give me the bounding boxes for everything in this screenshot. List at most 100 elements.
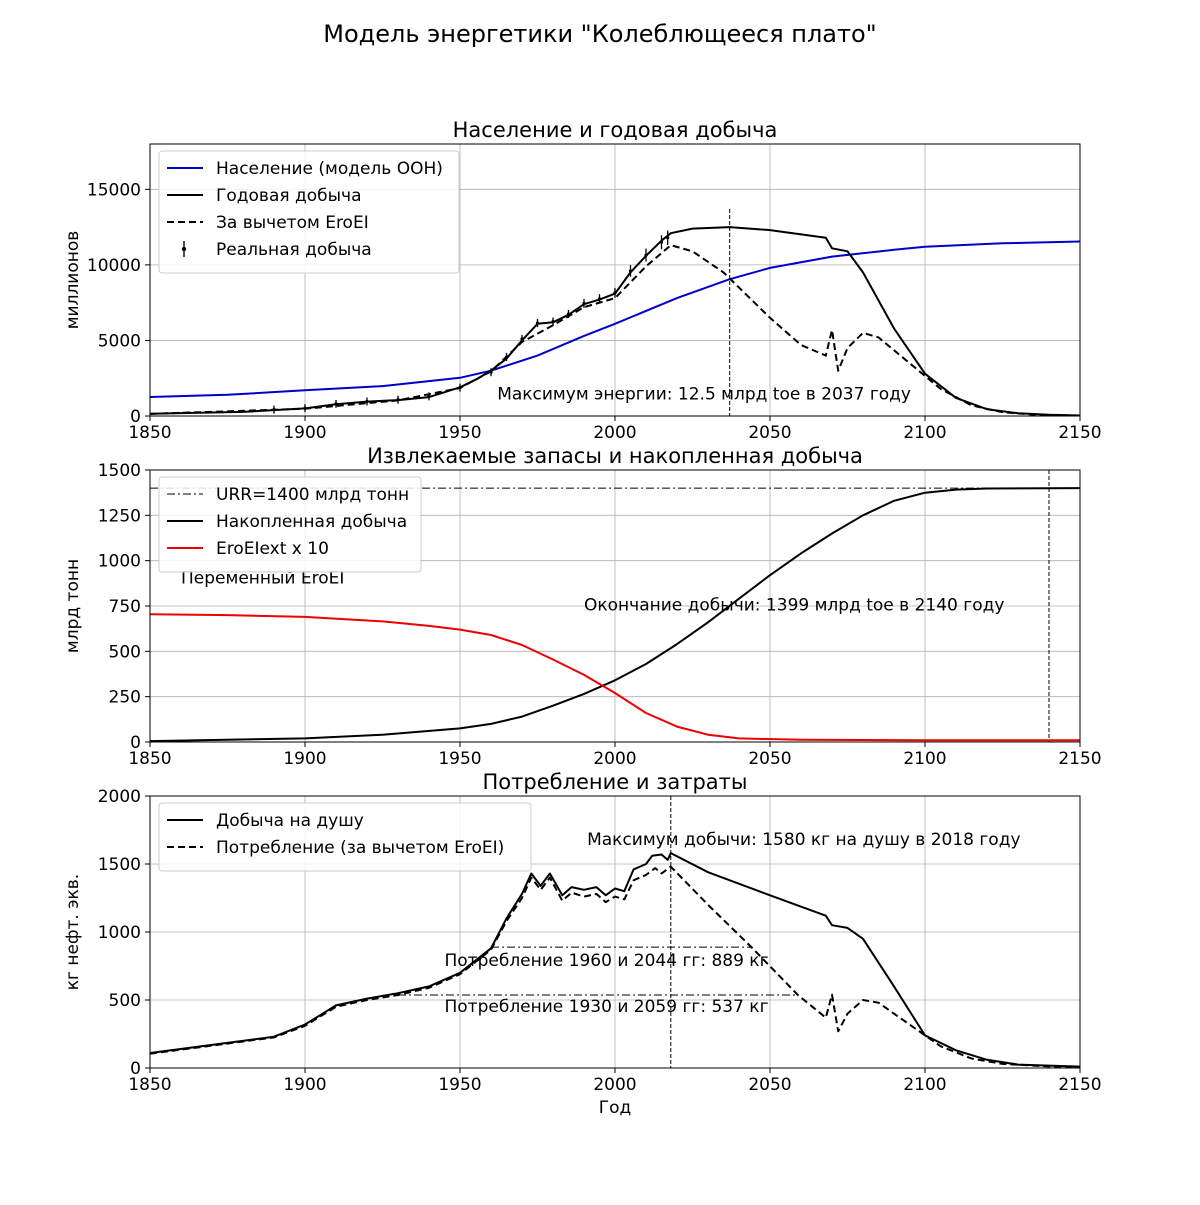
y-tick-label: 1000	[98, 923, 141, 943]
series-население-модель-оон-	[150, 240, 1080, 398]
y-tick-label: 0	[130, 407, 141, 427]
data-point	[427, 394, 431, 398]
annotation: Переменный EroEI	[181, 568, 344, 588]
x-tick-label: 2150	[1058, 1075, 1101, 1095]
legend-label: Накопленная добыча	[216, 512, 407, 532]
data-point	[659, 240, 664, 244]
legend-label: EroEIext x 10	[216, 539, 329, 559]
y-tick-label: 500	[109, 642, 141, 662]
y-tick-label: 5000	[98, 331, 141, 351]
x-tick-label: 2050	[748, 1075, 791, 1095]
annotation: Потребление 1960 и 2044 гг: 889 кг	[445, 951, 769, 971]
y-tick-label: 1250	[98, 506, 141, 526]
series-за-вычетом-eroei	[150, 244, 1080, 416]
annotation: Максимум добычи: 1580 кг на душу в 2018 …	[587, 830, 1020, 850]
series-добыча-на-душу	[150, 852, 1080, 1068]
data-point	[272, 408, 276, 412]
data-point	[489, 370, 493, 374]
axes-title: Потребление и затраты	[483, 770, 748, 794]
legend-label: URR=1400 млрд тонн	[216, 485, 409, 505]
x-tick-label: 1850	[128, 423, 171, 443]
data-point	[504, 355, 509, 359]
panel-1: Максимум энергии: 12.5 млрд toe в 2037 г…	[63, 118, 1102, 443]
data-point	[628, 269, 633, 273]
data-point	[551, 319, 555, 324]
series-реальная-добыча	[272, 230, 670, 414]
axes-title: Население и годовая добыча	[453, 118, 778, 142]
legend: URR=1400 млрд тонн Накопленная добыча EroE…	[158, 476, 422, 573]
data-point	[520, 337, 524, 341]
x-tick-label: 2050	[748, 423, 791, 443]
x-tick-label: 1850	[128, 749, 171, 769]
series-eroeiext-x-10	[150, 613, 1080, 742]
legend-box	[158, 150, 460, 274]
legend-box	[158, 802, 532, 872]
legend-label: Добыча на душу	[216, 811, 364, 831]
data-point	[597, 297, 602, 301]
x-tick-label: 2150	[1058, 423, 1101, 443]
y-tick-label: 0	[130, 733, 141, 753]
legend-label: За вычетом EroEI	[216, 213, 369, 233]
legend: Население (модель ООН) Годовая добыча За в…	[158, 150, 460, 274]
x-tick-label: 1950	[438, 749, 481, 769]
series-потребление-за-вычетом-eroei-	[150, 865, 1080, 1068]
x-tick-label: 2100	[903, 1075, 946, 1095]
plot-content	[150, 796, 1080, 1068]
x-tick-label: 1900	[283, 749, 326, 769]
y-tick-label: 1000	[98, 552, 141, 572]
x-tick-label: 1900	[283, 423, 326, 443]
data-point	[613, 291, 617, 295]
data-point	[582, 301, 586, 306]
annotation: Окончание добычи: 1399 млрд toe в 2140 г…	[584, 596, 1004, 616]
x-tick-label: 2100	[903, 749, 946, 769]
x-tick-label: 1850	[128, 1075, 171, 1095]
legend: Добыча на душу Потребление (за вычетом Er…	[158, 802, 532, 872]
x-tick-label: 2050	[748, 749, 791, 769]
y-tick-label: 500	[109, 991, 141, 1011]
annotation: Потребление 1930 и 2059 гг: 537 кг	[445, 997, 769, 1017]
panel-2: Переменный EroEI Окончание добычи: 1399 м…	[63, 444, 1102, 769]
y-axis-label: млрд тонн	[63, 559, 83, 653]
x-tick-label: 2000	[593, 423, 636, 443]
axes-title: Извлекаемые запасы и накопленная добыча	[367, 444, 863, 468]
legend-box	[158, 476, 422, 573]
x-tick-label: 2000	[593, 1075, 636, 1095]
x-tick-label: 1950	[438, 1075, 481, 1095]
y-tick-label: 750	[109, 597, 141, 617]
data-point	[666, 236, 670, 240]
x-tick-label: 1950	[438, 423, 481, 443]
x-tick-label: 1900	[283, 1075, 326, 1095]
data-point	[566, 312, 571, 316]
legend-swatch-marker	[181, 246, 187, 252]
x-tick-label: 2150	[1058, 749, 1101, 769]
data-point	[458, 385, 462, 390]
panel-3: Максимум добычи: 1580 кг на душу в 2018 …	[63, 770, 1102, 1095]
annotation: Максимум энергии: 12.5 млрд toe в 2037 г…	[497, 384, 911, 404]
data-point	[535, 321, 540, 325]
y-tick-label: 0	[130, 1059, 141, 1079]
x-axis-label: Год	[599, 1098, 632, 1118]
figure-title: Модель энергетики "Колеблющееся плато"	[323, 20, 876, 48]
y-axis-label: кг нефт. экв.	[63, 874, 83, 990]
data-point	[396, 398, 400, 402]
x-tick-label: 2000	[593, 749, 636, 769]
y-tick-label: 250	[109, 688, 141, 708]
legend-label: Годовая добыча	[216, 186, 362, 206]
data-point	[303, 406, 307, 410]
legend-label: Потребление (за вычетом EroEI)	[216, 838, 504, 858]
y-tick-label: 1500	[98, 855, 141, 875]
y-tick-label: 15000	[87, 180, 141, 200]
y-tick-label: 2000	[98, 787, 141, 807]
x-tick-label: 2100	[903, 423, 946, 443]
data-point	[644, 253, 648, 257]
y-tick-label: 10000	[87, 256, 141, 276]
data-point	[334, 402, 338, 406]
y-axis-label: миллионов	[63, 231, 83, 330]
legend-label: Реальная добыча	[216, 240, 372, 260]
series-накопленная-добыча	[150, 487, 1080, 742]
plot-content	[150, 208, 1080, 416]
legend-label: Население (модель ООН)	[216, 159, 443, 179]
series-годовая-добыча	[150, 226, 1080, 416]
